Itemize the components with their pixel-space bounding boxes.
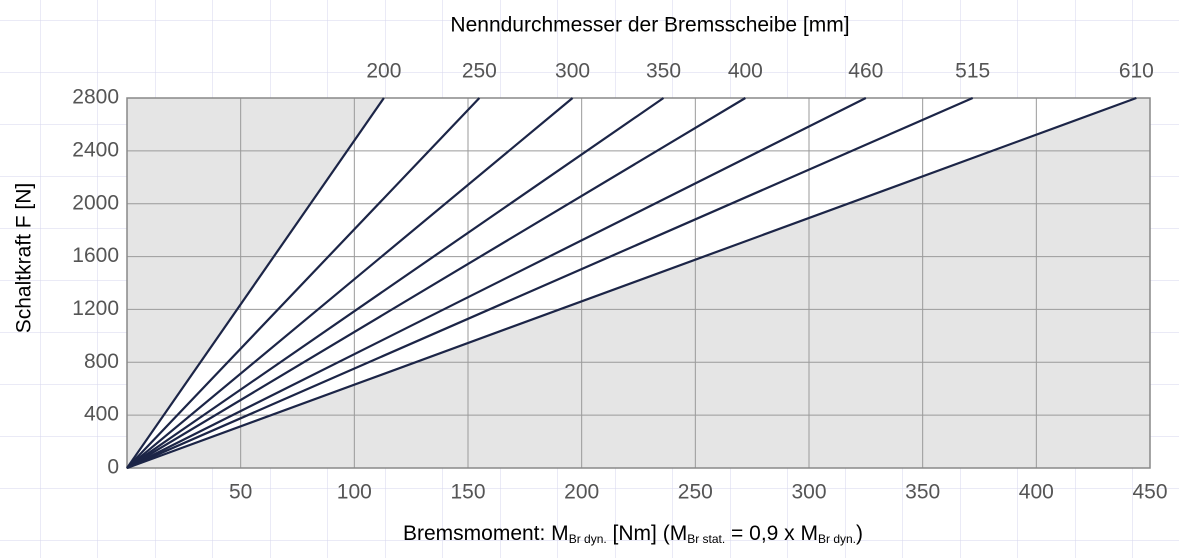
x-tick-label: 400 [1019,481,1054,504]
y-tick-label: 400 [84,403,119,426]
x-axis-label-part: [Nm] (M [607,522,687,545]
x-tick-label: 350 [905,481,940,504]
y-tick-label: 0 [107,456,119,479]
series-label: 200 [366,60,401,83]
x-tick-label: 50 [229,481,252,504]
series-label: 610 [1119,60,1154,83]
series-label: 350 [646,60,681,83]
y-tick-label: 1200 [72,297,119,320]
x-tick-label: 100 [337,481,372,504]
line [126,96,1137,470]
x-tick-label: 450 [1132,481,1167,504]
line [126,97,481,469]
x-axis-label: Bremsmoment: MBr dyn. [Nm] (MBr stat. = … [403,522,863,547]
y-tick-label: 1600 [72,244,119,267]
series-label: 250 [462,60,497,83]
x-axis-label-part: ) [856,522,863,545]
series-label: 460 [848,60,883,83]
series-label: 515 [955,60,990,83]
x-axis-label-part: = 0,9 x M [725,522,818,545]
line [126,97,867,469]
x-axis-label-part: Br dyn. [569,532,607,546]
line [126,97,574,469]
top-axis-title: Nenndurchmesser der Bremsscheibe [mm] [450,14,849,37]
y-axis-label: Schaltkraft F [N] [13,183,36,334]
line [126,96,974,470]
x-axis-label-part: Bremsmoment: M [403,522,569,545]
x-tick-label: 300 [791,481,826,504]
x-axis-label-part: Br stat. [687,532,725,546]
x-tick-label: 200 [564,481,599,504]
y-tick-label: 2000 [72,191,119,214]
line [126,97,746,469]
series-label: 400 [728,60,763,83]
x-tick-label: 150 [450,481,485,504]
x-tick-label: 250 [678,481,713,504]
series-label: 300 [555,60,590,83]
x-axis-label-part: Br dyn. [818,532,856,546]
line [126,97,665,469]
plot-frame [126,97,1151,469]
line [126,97,385,469]
y-tick-label: 800 [84,350,119,373]
y-tick-label: 2400 [72,138,119,161]
y-tick-label: 2800 [72,86,119,109]
